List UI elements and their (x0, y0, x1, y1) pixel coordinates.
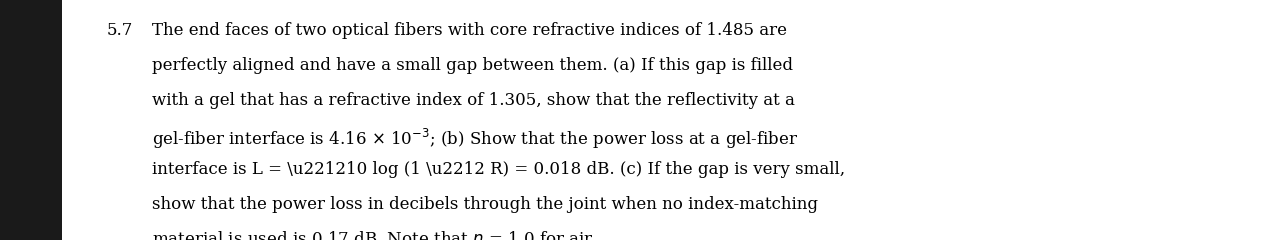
Text: interface is L = \u221210 log (1 \u2212 R) = 0.018 dB. (c) If the gap is very sm: interface is L = \u221210 log (1 \u2212 … (152, 161, 845, 178)
Text: show that the power loss in decibels through the joint when no index-matching: show that the power loss in decibels thr… (152, 196, 818, 213)
Text: gel-fiber interface is 4.16 $\times$ 10$^{-3}$; (b) Show that the power loss at : gel-fiber interface is 4.16 $\times$ 10$… (152, 126, 797, 150)
Text: The end faces of two optical fibers with core refractive indices of 1.485 are: The end faces of two optical fibers with… (152, 22, 787, 39)
Text: with a gel that has a refractive index of 1.305, show that the reflectivity at a: with a gel that has a refractive index o… (152, 91, 795, 108)
Bar (0, 0, 62, 240)
Text: material is used is 0.17 dB. Note that $n$ = 1.0 for air.: material is used is 0.17 dB. Note that $… (152, 230, 597, 240)
Text: perfectly aligned and have a small gap between them. (a) If this gap is filled: perfectly aligned and have a small gap b… (152, 56, 792, 73)
Text: 5.7: 5.7 (107, 22, 134, 39)
